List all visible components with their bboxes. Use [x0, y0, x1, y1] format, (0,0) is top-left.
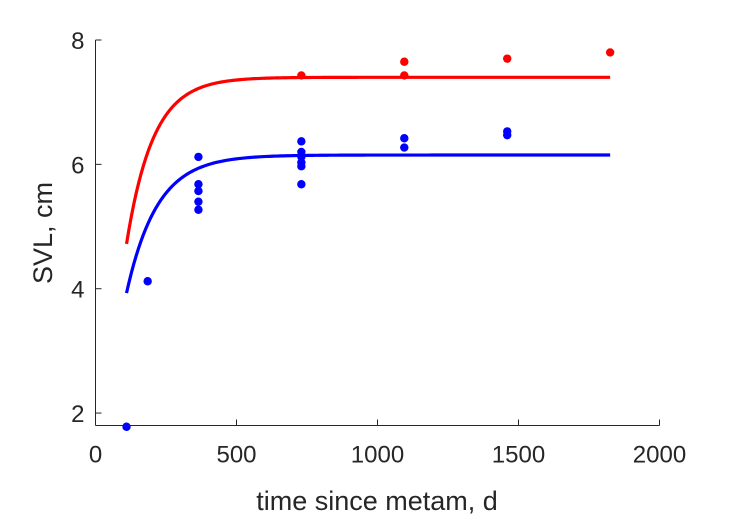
data-point-series-0 [400, 57, 409, 66]
data-point-series-1 [297, 137, 306, 146]
data-point-series-1 [194, 186, 203, 196]
x-axis-title: time since metam, d [256, 486, 498, 516]
y-tick-label: 8 [71, 28, 84, 55]
data-point-series-1 [194, 180, 203, 189]
y-axis-title: SVL, cm [28, 182, 58, 284]
x-tick-label: 1500 [492, 442, 545, 469]
data-point-series-0 [503, 54, 512, 63]
data-point-series-1 [122, 422, 131, 431]
data-point-series-1 [400, 134, 409, 143]
data-point-series-1 [143, 277, 152, 286]
data-point-series-1 [297, 162, 306, 171]
data-point-series-0 [297, 71, 306, 80]
data-point-series-1 [297, 180, 306, 189]
data-point-series-1 [503, 130, 512, 140]
data-point-series-0 [400, 71, 409, 80]
data-point-series-1 [194, 197, 203, 206]
fit-curves [124, 75, 611, 294]
data-point-series-1 [400, 143, 409, 152]
data-point-series-1 [194, 152, 203, 162]
data-point-series-0 [605, 48, 615, 57]
data-point-series-1 [194, 205, 203, 214]
x-axis-ticks: 0 500 1000 1500 2000 [89, 419, 686, 469]
x-tick-label: 0 [89, 442, 102, 469]
y-tick-label: 2 [71, 401, 84, 428]
y-tick-label: 4 [71, 277, 84, 304]
fit-curve-0 [124, 75, 611, 245]
y-tick-label: 6 [71, 152, 84, 179]
x-tick-label: 1000 [351, 442, 404, 469]
fit-curve-1 [124, 153, 611, 294]
x-tick-label: 500 [216, 442, 256, 469]
data-points [122, 48, 615, 431]
y-axis-ticks: 2 4 6 8 [71, 28, 102, 428]
x-tick-label: 2000 [633, 442, 686, 469]
